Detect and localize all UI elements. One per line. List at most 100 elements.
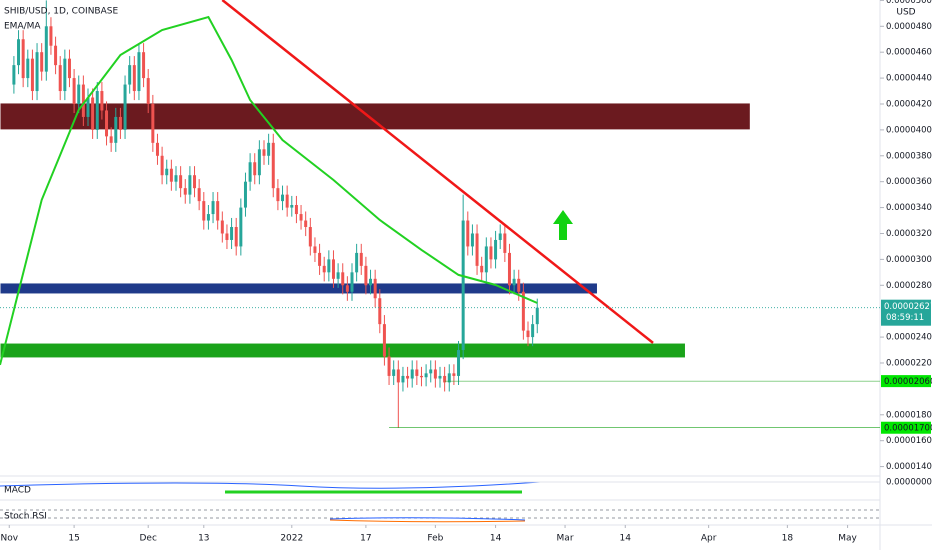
candle-body	[336, 272, 340, 279]
candle-body	[95, 91, 99, 130]
zone	[0, 282, 598, 295]
candle-body	[308, 227, 312, 247]
x-tick-label: 2022	[280, 534, 303, 544]
candle-body	[100, 91, 104, 111]
candle-body	[424, 373, 428, 378]
candle-body	[503, 233, 507, 253]
candle-body	[327, 259, 331, 273]
candle-body	[322, 265, 326, 273]
candle-body	[105, 110, 109, 137]
candle-body	[364, 265, 368, 286]
candle-body	[369, 278, 373, 286]
candle-body	[457, 350, 461, 376]
candle-body	[202, 201, 206, 221]
x-tick-label: May	[838, 534, 857, 544]
x-tick-label: 13	[198, 534, 209, 544]
candle-body	[17, 39, 21, 66]
x-tick-label: 17	[360, 534, 371, 544]
candle-body	[498, 233, 502, 240]
stoch-line	[329, 519, 526, 523]
countdown-label: 08:59:11	[886, 313, 924, 323]
candle-body	[318, 252, 322, 266]
candle-body	[132, 65, 136, 92]
candle-body	[470, 233, 474, 247]
candle-body	[220, 220, 224, 234]
candle-body	[151, 103, 155, 143]
x-tick-label: Apr	[701, 534, 717, 544]
candle-body	[517, 278, 521, 292]
candle-body	[114, 116, 118, 143]
candle-body	[234, 227, 238, 247]
candle-body	[12, 65, 16, 85]
candle-body	[331, 259, 335, 279]
currency-label: USD	[896, 8, 915, 18]
candle-body	[484, 246, 488, 273]
candle-body	[406, 375, 410, 379]
candle-body	[183, 188, 187, 195]
candle-body	[248, 162, 252, 182]
candle-body	[281, 194, 285, 202]
candle-body	[188, 175, 192, 195]
candle-body	[526, 330, 530, 338]
price-level-label: 0.00002060	[884, 377, 932, 387]
candle-body	[304, 220, 308, 228]
candle-body	[461, 220, 465, 351]
candle-body	[169, 168, 173, 182]
candle-body	[433, 369, 437, 379]
candle-body	[225, 233, 229, 240]
x-tick-label: Mar	[557, 534, 574, 544]
x-tick-label: 15	[68, 534, 79, 544]
candle-body	[174, 175, 178, 182]
candle-body	[267, 142, 271, 156]
candle-body	[299, 214, 303, 221]
candle-body	[373, 278, 377, 299]
x-tick-label: Nov	[0, 534, 18, 544]
candle-body	[230, 227, 234, 240]
stoch-label: Stoch RSI	[4, 512, 47, 522]
candle-body	[58, 65, 62, 92]
candle-body	[243, 181, 247, 208]
candle-body	[489, 246, 493, 260]
candle-body	[290, 204, 294, 208]
candle-body	[30, 58, 34, 92]
price-level-label: 0.00001700	[884, 424, 932, 434]
x-tick-label: 14	[490, 534, 502, 544]
candle-body	[429, 369, 433, 374]
candle-body	[475, 233, 479, 266]
x-tick-label: Feb	[427, 534, 443, 544]
candle-body	[271, 142, 275, 189]
candle-body	[91, 97, 95, 130]
candle-body	[253, 162, 257, 176]
x-tick-label: 14	[620, 534, 632, 544]
candle-body	[86, 97, 90, 117]
stoch-line	[329, 517, 526, 521]
candle-body	[285, 194, 289, 208]
zone	[0, 342, 686, 359]
candle-body	[382, 324, 386, 357]
candle-body	[26, 58, 30, 79]
candle-body	[72, 78, 76, 104]
up-arrow	[553, 210, 573, 240]
candle-body	[480, 265, 484, 273]
candle-body	[118, 116, 122, 130]
candle-body	[54, 45, 58, 66]
candle-body	[396, 369, 400, 383]
candle-body	[419, 375, 423, 378]
x-tick-label: 18	[782, 534, 794, 544]
candle-body	[512, 278, 516, 286]
trend-line	[221, 0, 654, 344]
candle-body	[77, 84, 81, 104]
candle-body	[415, 369, 419, 376]
